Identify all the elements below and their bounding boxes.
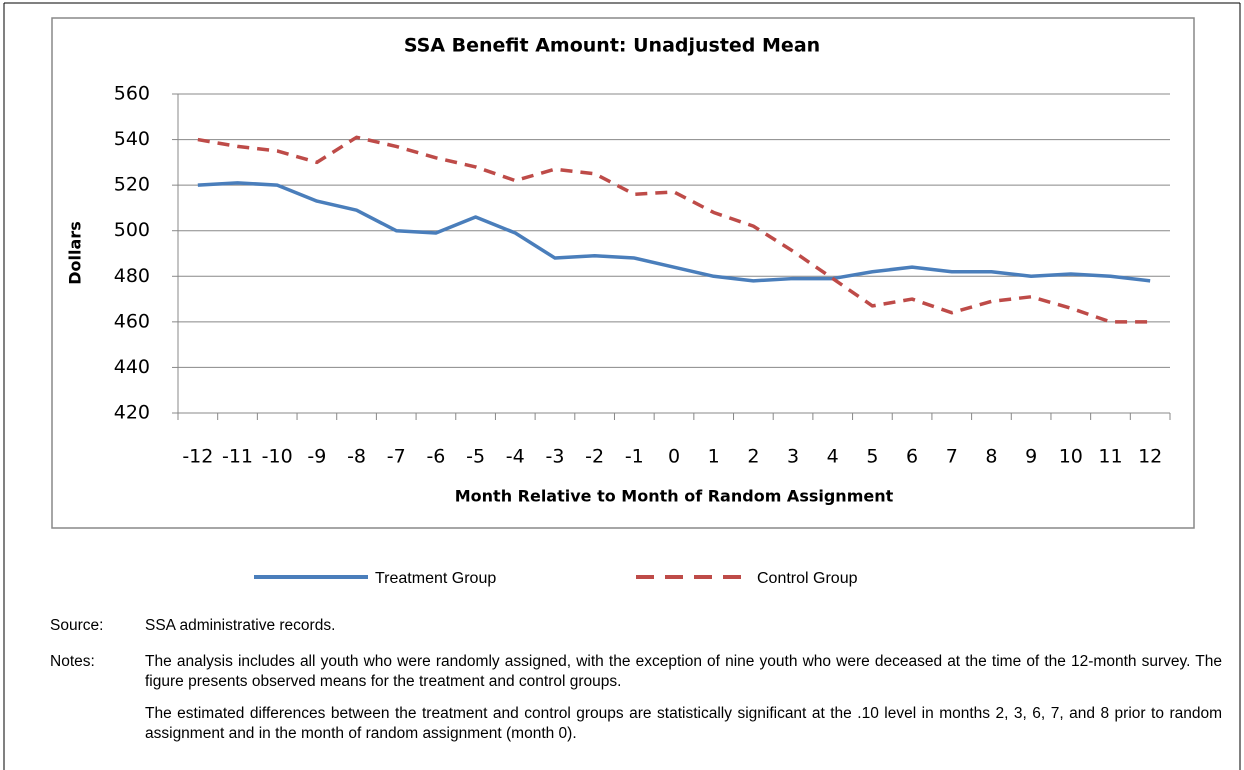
- series-line: [197, 135, 1151, 324]
- x-tick-label: 4: [827, 446, 839, 468]
- x-tick-label: 11: [1098, 446, 1122, 468]
- notes: Notes: The analysis includes all youth w…: [50, 652, 1222, 744]
- x-tick-label: -9: [307, 446, 326, 468]
- x-tick-label: -7: [387, 446, 406, 468]
- x-tick-label: -12: [182, 446, 213, 468]
- chart-title: SSA Benefit Amount: Unadjusted Mean: [404, 35, 820, 57]
- source-text: SSA administrative records.: [145, 617, 336, 634]
- y-tick-label: 520: [114, 174, 150, 196]
- x-tick-label: -5: [466, 446, 485, 468]
- y-tick-label: 480: [114, 265, 150, 287]
- x-tick-label: 3: [787, 446, 799, 468]
- x-tick-label: 0: [668, 446, 680, 468]
- y-tick-label: 460: [114, 310, 150, 332]
- x-tick-label: -10: [262, 446, 293, 468]
- notes-label: Notes:: [50, 653, 95, 670]
- x-tick-label: 8: [985, 446, 997, 468]
- x-tick-label: 1: [708, 446, 720, 468]
- x-tick-label: 7: [946, 446, 958, 468]
- y-tick-label: 440: [114, 356, 150, 378]
- y-tick-label: 500: [114, 219, 150, 241]
- x-tick-label: -8: [347, 446, 366, 468]
- y-tick-label: 540: [114, 128, 150, 150]
- legend-label: Control Group: [757, 570, 858, 587]
- x-tick-label: 2: [747, 446, 759, 468]
- x-tick-label: 5: [866, 446, 878, 468]
- x-tick-label: 6: [906, 446, 918, 468]
- source: Source: SSA administrative records.: [50, 616, 1222, 636]
- x-tick-label: -6: [426, 446, 445, 468]
- notes-paragraph: The estimated differences between the tr…: [145, 705, 1222, 742]
- x-tick-label: 9: [1025, 446, 1037, 468]
- source-label: Source:: [50, 617, 104, 634]
- y-tick-label: 560: [114, 83, 150, 105]
- x-tick-label: -11: [222, 446, 253, 468]
- series-line: [197, 181, 1151, 283]
- notes-paragraph: The analysis includes all youth who were…: [145, 653, 1222, 690]
- legend-label: Treatment Group: [375, 570, 496, 587]
- x-tick-label: -3: [545, 446, 564, 468]
- y-tick-label: 420: [114, 402, 150, 424]
- x-tick-label: -2: [585, 446, 604, 468]
- x-tick-label: -1: [625, 446, 644, 468]
- x-tick-label: -4: [506, 446, 525, 468]
- y-axis-label: Dollars: [66, 221, 85, 284]
- chart-box: [51, 17, 1195, 529]
- x-tick-label: 10: [1059, 446, 1083, 468]
- x-tick-label: 12: [1138, 446, 1162, 468]
- x-axis-label: Month Relative to Month of Random Assign…: [455, 487, 894, 506]
